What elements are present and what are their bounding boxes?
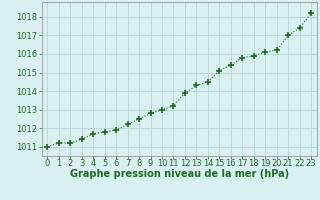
X-axis label: Graphe pression niveau de la mer (hPa): Graphe pression niveau de la mer (hPa) bbox=[70, 169, 289, 179]
